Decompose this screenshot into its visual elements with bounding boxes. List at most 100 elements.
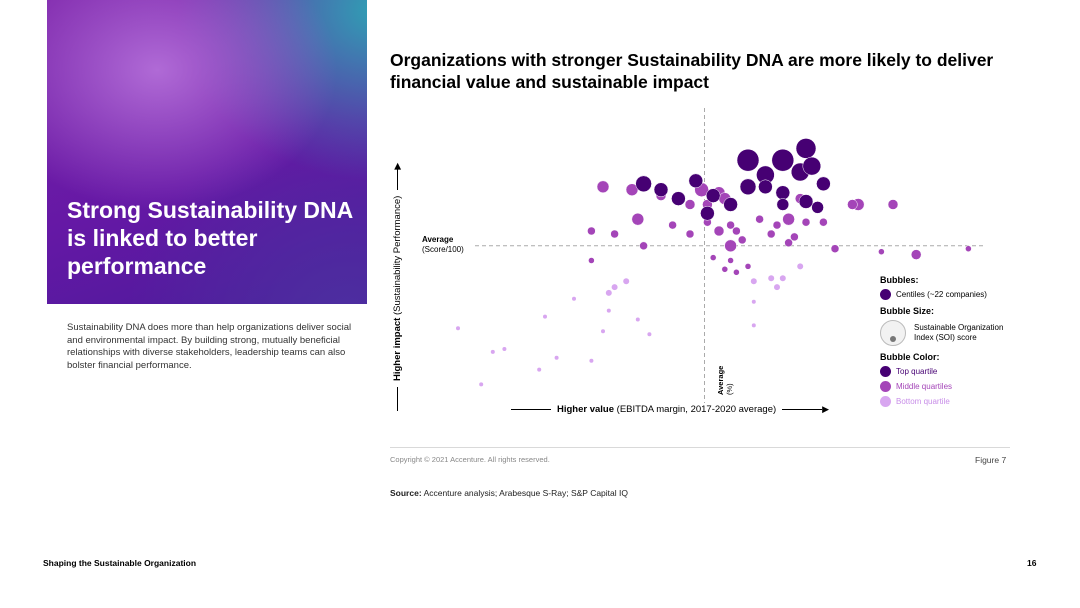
bottom-quartile-bubble bbox=[797, 263, 804, 270]
middle-quartile-bubble bbox=[724, 239, 737, 253]
x-axis-arrow-line bbox=[782, 409, 823, 410]
bottom-quartile-bubble bbox=[606, 308, 611, 313]
average-y-annotation: Average (Score/100) bbox=[422, 235, 464, 255]
middle-quartile-bubble bbox=[878, 248, 885, 255]
legend-centiles-label: Centiles (~22 companies) bbox=[896, 289, 987, 299]
x-axis-label-rest: (EBITDA margin, 2017-2020 average) bbox=[616, 404, 777, 415]
source-note: Source: Accenture analysis; Arabesque S-… bbox=[390, 488, 628, 498]
bottom-quartile-bubble bbox=[502, 347, 507, 351]
legend-middle-dot-icon bbox=[880, 381, 891, 392]
average-y-title: Average bbox=[422, 235, 454, 244]
bottom-quartile-bubble bbox=[537, 367, 542, 372]
middle-quartile-bubble bbox=[596, 180, 610, 194]
bottom-quartile-bubble bbox=[768, 275, 775, 282]
bottom-quartile-bubble bbox=[456, 326, 460, 331]
middle-quartile-bubble bbox=[610, 229, 619, 239]
middle-quartile-bubble bbox=[784, 238, 793, 248]
y-axis-label-rest: (Sustainability Performance) bbox=[392, 195, 403, 315]
divider bbox=[390, 447, 1010, 448]
middle-quartile-bubble bbox=[790, 232, 799, 242]
x-axis-label: Higher value (EBITDA margin, 2017-2020 a… bbox=[505, 404, 829, 415]
top-quartile-bubble bbox=[653, 182, 669, 197]
middle-quartile-bubble bbox=[588, 257, 595, 264]
y-axis-label: Higher impact (Sustainability Performanc… bbox=[392, 121, 403, 411]
y-axis-label-bold: Higher impact bbox=[392, 317, 403, 381]
middle-quartile-bubble bbox=[847, 199, 858, 210]
bottom-quartile-bubble bbox=[554, 355, 559, 360]
middle-quartile-bubble bbox=[801, 217, 811, 227]
source-text: Accenture analysis; Arabesque S-Ray; S&P… bbox=[423, 488, 628, 498]
middle-quartile-bubble bbox=[887, 199, 899, 210]
legend-size-label: Sustainable Organization Index (SOI) sco… bbox=[914, 323, 1004, 342]
intro-paragraph: Sustainability DNA does more than help o… bbox=[67, 322, 352, 371]
scatter-plot bbox=[456, 108, 985, 403]
middle-quartile-bubble bbox=[685, 229, 695, 239]
chart-title: Organizations with stronger Sustainabili… bbox=[390, 50, 994, 92]
top-quartile-bubble bbox=[798, 194, 814, 209]
bottom-quartile-bubble bbox=[543, 314, 547, 319]
top-quartile-bubble bbox=[816, 176, 831, 192]
legend-size-title: Bubble Size: bbox=[880, 306, 935, 316]
hero-banner: Strong Sustainability DNA is linked to b… bbox=[47, 0, 367, 304]
middle-quartile-bubble bbox=[587, 226, 596, 236]
average-x-annotation: Average (%) bbox=[716, 355, 734, 395]
bubble-size-icon bbox=[880, 320, 906, 346]
top-quartile-bubble bbox=[688, 173, 704, 189]
bottom-quartile-bubble bbox=[589, 358, 594, 363]
middle-quartile-bubble bbox=[819, 217, 828, 227]
top-quartile-bubble bbox=[771, 148, 795, 172]
top-quartile-bubble bbox=[775, 185, 791, 200]
bottom-quartile-bubble bbox=[779, 275, 786, 282]
top-quartile-bubble bbox=[795, 138, 817, 159]
bottom-quartile-bubble bbox=[750, 278, 757, 285]
top-quartile-bubble bbox=[700, 206, 715, 221]
top-quartile-bubble bbox=[736, 148, 760, 172]
middle-quartile-bubble bbox=[709, 254, 717, 261]
bottom-quartile-bubble bbox=[635, 317, 640, 322]
middle-quartile-bubble bbox=[965, 245, 972, 252]
top-quartile-bubble bbox=[758, 179, 773, 195]
y-axis-arrowhead-icon: ▶ bbox=[392, 162, 402, 170]
middle-quartile-bubble bbox=[737, 235, 747, 245]
bottom-quartile-bubble bbox=[751, 299, 756, 304]
middle-quartile-bubble bbox=[732, 226, 741, 236]
figure-label: Figure 7 bbox=[975, 455, 1007, 465]
legend-color-title: Bubble Color: bbox=[880, 352, 940, 362]
bottom-quartile-bubble bbox=[605, 289, 612, 296]
bottom-quartile-bubble bbox=[572, 296, 576, 301]
middle-quartile-bubble bbox=[639, 241, 648, 251]
top-quartile-bubble bbox=[671, 191, 686, 206]
bottom-quartile-bubble bbox=[490, 349, 495, 354]
x-axis-arrowhead-icon: ▶ bbox=[822, 404, 830, 414]
bottom-quartile-bubble bbox=[623, 278, 630, 285]
x-axis-line-start bbox=[511, 409, 551, 410]
top-quartile-bubble bbox=[739, 178, 757, 196]
middle-quartile-bubble bbox=[755, 214, 764, 224]
bottom-quartile-bubble bbox=[611, 284, 618, 291]
bottom-quartile-bubble bbox=[647, 332, 652, 337]
legend-bottom-dot-icon bbox=[880, 396, 891, 407]
y-axis-line-start bbox=[397, 387, 398, 411]
chart-legend: Bubbles: Centiles (~22 companies) Bubble… bbox=[880, 275, 1004, 413]
middle-quartile-bubble bbox=[733, 269, 740, 276]
legend-bubbles-title: Bubbles: bbox=[880, 275, 919, 285]
top-quartile-bubble bbox=[723, 197, 738, 212]
middle-quartile-bubble bbox=[744, 263, 752, 270]
legend-top-label: Top quartile bbox=[896, 366, 938, 376]
bottom-quartile-bubble bbox=[601, 329, 605, 334]
hero-title: Strong Sustainability DNA is linked to b… bbox=[67, 197, 353, 279]
middle-quartile-bubble bbox=[772, 220, 782, 230]
middle-quartile-bubble bbox=[668, 220, 677, 230]
document-title: Shaping the Sustainable Organization bbox=[43, 558, 197, 568]
average-x-unit: (%) bbox=[725, 383, 734, 395]
middle-quartile-bubble bbox=[721, 266, 729, 273]
bottom-quartile-bubble bbox=[774, 284, 780, 291]
middle-quartile-bubble bbox=[726, 220, 735, 230]
top-quartile-bubble bbox=[776, 198, 790, 211]
middle-quartile-bubble bbox=[910, 249, 922, 260]
top-quartile-bubble bbox=[811, 201, 824, 214]
middle-quartile-bubble bbox=[782, 212, 795, 226]
page-number: 16 bbox=[1027, 558, 1037, 568]
average-x-title: Average bbox=[716, 365, 725, 395]
top-quartile-bubble bbox=[802, 156, 822, 176]
